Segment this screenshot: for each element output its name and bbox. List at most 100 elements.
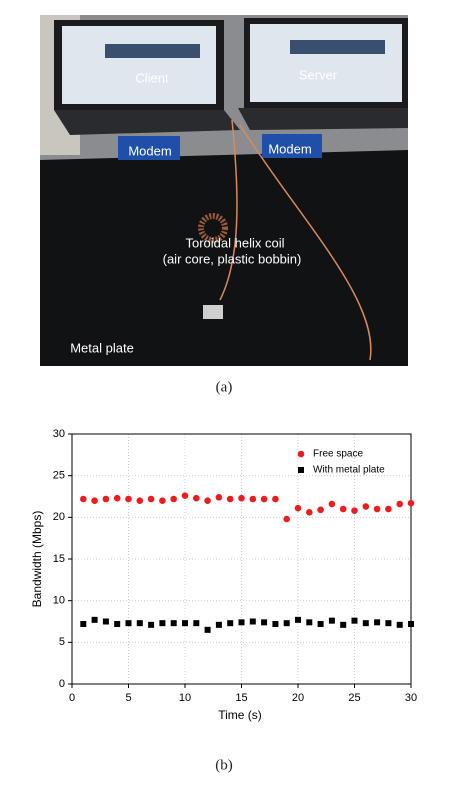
legend-marker — [298, 467, 304, 473]
point — [249, 618, 256, 625]
photo-label: Toroidal helix coil — [186, 235, 285, 250]
coil — [198, 213, 228, 243]
point — [317, 621, 324, 627]
point — [215, 621, 222, 628]
point — [125, 495, 132, 503]
x-tick-label: 10 — [179, 692, 191, 704]
x-tick-label: 5 — [125, 692, 131, 704]
point — [407, 499, 415, 507]
point — [238, 619, 245, 626]
cable — [219, 119, 372, 361]
photo-label: Client — [135, 70, 169, 85]
point — [148, 621, 155, 628]
y-tick-label: 30 — [53, 428, 65, 440]
x-tick-label: 15 — [235, 692, 247, 704]
point — [80, 621, 87, 627]
point — [272, 495, 279, 503]
point — [193, 494, 200, 502]
point — [136, 497, 144, 504]
point — [170, 620, 177, 627]
point — [385, 620, 392, 627]
photo-label: Metal plate — [70, 340, 134, 355]
point — [396, 500, 404, 508]
y-axis-label: Bandwidth (Mbps) — [30, 511, 44, 608]
point — [113, 494, 121, 502]
point — [91, 616, 98, 623]
point — [373, 505, 381, 513]
x-tick-label: 30 — [405, 692, 417, 704]
point — [170, 495, 177, 503]
modem — [118, 136, 180, 160]
screen-ui — [290, 40, 385, 54]
y-tick-label: 0 — [59, 678, 65, 690]
metal-plate — [40, 150, 408, 366]
photo-label: Server — [299, 67, 338, 82]
point — [238, 494, 245, 502]
point — [204, 626, 211, 633]
point — [295, 616, 301, 623]
point — [385, 505, 392, 513]
point — [260, 495, 268, 503]
laptop-base — [54, 110, 240, 135]
point — [328, 500, 336, 508]
photo: Client Server Modem Modem Toroidal helix… — [40, 15, 408, 366]
point — [114, 621, 121, 627]
x-tick-label: 0 — [69, 692, 75, 704]
point — [193, 620, 200, 627]
point — [283, 620, 290, 627]
point — [80, 495, 87, 503]
point — [339, 505, 347, 513]
point — [159, 620, 166, 627]
point — [102, 495, 110, 503]
point — [374, 619, 381, 626]
point — [215, 494, 223, 501]
point — [328, 617, 335, 624]
y-tick-label: 25 — [53, 470, 65, 482]
y-tick-label: 20 — [53, 511, 65, 523]
point — [351, 617, 358, 624]
point — [147, 495, 155, 503]
point — [136, 620, 143, 627]
point — [396, 621, 403, 628]
photo-label: Modem — [268, 141, 311, 156]
point — [181, 492, 189, 499]
point — [317, 506, 324, 514]
x-tick-label: 25 — [348, 692, 360, 704]
point — [227, 620, 234, 627]
legend-label: With metal plate — [313, 465, 385, 476]
point — [91, 497, 98, 504]
point — [204, 497, 211, 504]
point — [182, 620, 188, 627]
x-axis-label: Time (s) — [218, 708, 262, 722]
point — [306, 619, 313, 626]
caption: (a) — [216, 379, 233, 395]
point — [249, 495, 257, 503]
point — [306, 509, 313, 516]
point — [362, 620, 369, 627]
point — [408, 621, 414, 627]
point — [362, 503, 370, 510]
caption: (b) — [215, 757, 233, 773]
screen — [62, 26, 216, 104]
modem — [262, 134, 322, 158]
point — [294, 504, 302, 512]
screen — [250, 24, 402, 102]
legend-label: Free space — [313, 449, 363, 460]
point — [102, 618, 109, 625]
point — [159, 497, 166, 504]
point — [351, 507, 358, 514]
plot-frame — [71, 433, 412, 685]
screen-ui — [105, 44, 200, 58]
y-tick-label: 10 — [53, 595, 65, 607]
y-tick-label: 15 — [53, 553, 65, 565]
laptop-base — [238, 108, 408, 130]
x-tick-label: 20 — [292, 692, 304, 704]
tape — [203, 305, 223, 319]
point — [340, 621, 347, 628]
legend-marker — [297, 450, 305, 458]
point — [261, 619, 268, 626]
point — [125, 620, 132, 627]
photo-label: (air core, plastic bobbin) — [163, 251, 302, 266]
